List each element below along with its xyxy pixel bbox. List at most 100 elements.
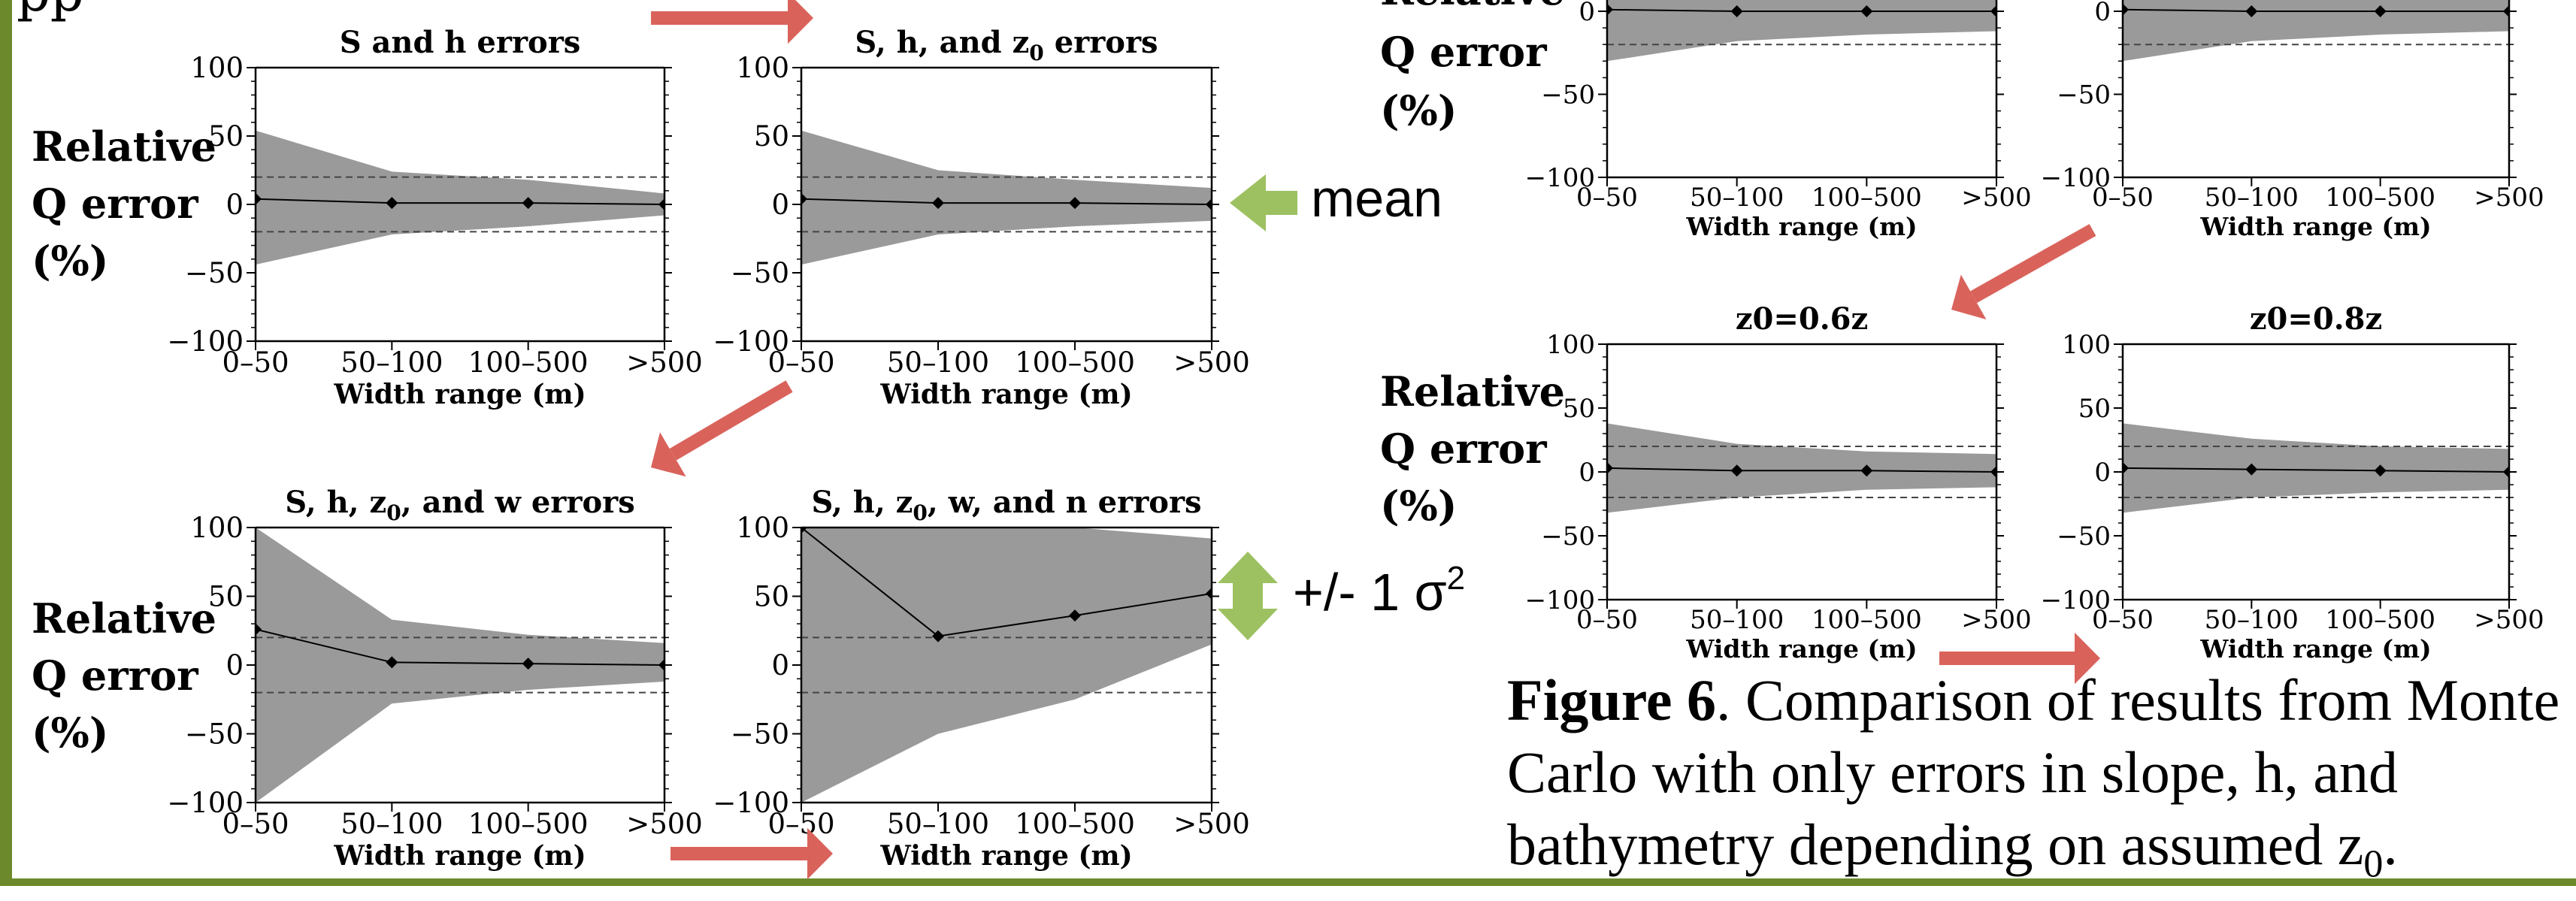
- mean-line-p8: [2123, 467, 2509, 473]
- x-tick-label-p5-2: 100–500: [1812, 183, 1922, 213]
- x-tick-label-p6-1: 50–100: [2205, 183, 2299, 213]
- chart-title-p1: S and h errors: [340, 25, 581, 60]
- y-tick-label-p7-1: 50: [1563, 394, 1595, 424]
- mean-marker-p5-2: [1860, 5, 1873, 17]
- mean-marker-p7-3: [1990, 466, 1996, 478]
- x-axis-label-p6: Width range (m): [2199, 212, 2431, 241]
- mean-marker-p3-0: [256, 623, 262, 636]
- mean-marker-p5-0: [1607, 3, 1613, 16]
- sigma-annotation-label: +/- 1 σ2: [1293, 560, 1465, 621]
- x-tick-label-p1-0: 0–50: [222, 346, 289, 379]
- y-tick-label-p1-3: −50: [185, 257, 244, 289]
- y-tick-label-p4-2: 0: [771, 649, 789, 682]
- y-tick-label-p5-0: 0: [1579, 0, 1595, 27]
- y-tick-label-p3-1: 50: [208, 580, 244, 612]
- x-tick-label-p4-1: 50–100: [887, 808, 989, 840]
- mean-marker-p4-1: [932, 630, 944, 642]
- y-tick-label-p5-1: −50: [1541, 80, 1595, 110]
- red-arrow-diagonal-right-shaft: [1970, 224, 2096, 304]
- x-tick-label-p1-3: >500: [626, 346, 703, 379]
- relative-q-error-label-1-1: Q error: [32, 652, 198, 700]
- red-arrow-top-head: [788, 0, 813, 44]
- mean-marker-p4-0: [801, 528, 807, 534]
- y-tick-label-p2-4: −100: [713, 325, 789, 358]
- x-tick-label-p8-3: >500: [2474, 605, 2544, 635]
- mean-marker-p5-3: [1990, 5, 1996, 17]
- x-tick-label-p8-0: 0–50: [2092, 605, 2154, 635]
- caption-text: . Comparison of results from Monte Carlo…: [1507, 667, 2560, 877]
- y-tick-label-p8-1: 50: [2078, 394, 2111, 424]
- relative-q-error-label-top-q: Q error: [1380, 28, 1547, 76]
- x-axis-label-p5: Width range (m): [1685, 212, 1917, 241]
- mean-marker-p6-0: [2123, 3, 2129, 16]
- y-tick-label-p7-3: −50: [1541, 522, 1595, 552]
- caption-figure-label: Figure 6: [1507, 667, 1717, 733]
- cut-off-heading-text: pp: [17, 0, 84, 23]
- mean-line-p6: [2123, 8, 2509, 12]
- mean-marker-p4-3: [1206, 587, 1212, 600]
- mean-marker-p2-1: [932, 197, 944, 210]
- caption-subscript: 0: [2363, 842, 2384, 886]
- y-tick-label-p3-0: 100: [190, 512, 244, 544]
- mean-marker-p7-0: [1607, 461, 1613, 474]
- mean-marker-p5-1: [1730, 5, 1743, 17]
- uncertainty-band-p3: [256, 528, 664, 803]
- mean-arrow-icon: [1230, 174, 1297, 231]
- red-arrow-diagonal-left-shaft: [669, 380, 793, 461]
- x-tick-label-p2-0: 0–50: [767, 346, 834, 379]
- uncertainty-band-p6: [2123, 0, 2509, 62]
- x-tick-label-p7-2: 100–500: [1812, 605, 1922, 635]
- y-tick-label-p1-0: 100: [190, 52, 244, 84]
- poster-frame-bottom: [0, 878, 2576, 886]
- x-tick-label-p2-3: >500: [1173, 346, 1250, 379]
- y-tick-label-p7-4: −100: [1525, 585, 1595, 615]
- relative-q-error-label-0-0: Relative: [32, 122, 216, 171]
- mean-line-p2: [801, 198, 1212, 205]
- uncertainty-band-p1: [256, 130, 664, 265]
- chart-title-p7: z0=0.6z: [1736, 301, 1868, 337]
- y-tick-label-p1-4: −100: [167, 325, 244, 358]
- mean-line-p4: [801, 528, 1212, 637]
- y-tick-label-p3-4: −100: [167, 787, 244, 819]
- y-tick-label-p1-2: 0: [226, 189, 244, 221]
- x-tick-label-p6-3: >500: [2474, 183, 2544, 213]
- x-tick-label-p4-3: >500: [1173, 808, 1250, 840]
- x-tick-label-p5-3: >500: [1961, 183, 2031, 213]
- mean-marker-p6-3: [2503, 5, 2509, 17]
- chart-title-p2: S, h, and z0 errors: [855, 25, 1158, 65]
- y-tick-label-p4-4: −100: [713, 787, 789, 819]
- x-tick-label-p8-2: 100–500: [2325, 605, 2435, 635]
- y-tick-label-p3-2: 0: [226, 649, 244, 682]
- mean-marker-p1-0: [256, 192, 262, 205]
- relative-q-error-label-2-2: (%): [1380, 482, 1457, 530]
- y-tick-label-p2-2: 0: [771, 189, 789, 221]
- mean-marker-p8-2: [2374, 464, 2387, 477]
- red-arrow-diagonal-left-head: [651, 432, 686, 477]
- y-tick-label-p3-3: −50: [185, 718, 244, 750]
- y-tick-label-p8-3: −50: [2057, 522, 2111, 552]
- x-tick-label-p6-0: 0–50: [2092, 183, 2154, 213]
- relative-q-error-label-1-2: (%): [32, 709, 108, 757]
- mean-line-p5: [1607, 8, 1996, 12]
- y-tick-label-p8-2: 0: [2094, 458, 2111, 488]
- mean-line-p7: [1607, 467, 1996, 473]
- mean-line-p3: [256, 628, 664, 666]
- y-tick-label-p8-0: 100: [2062, 330, 2111, 360]
- x-axis-label-p7: Width range (m): [1685, 634, 1917, 664]
- x-tick-label-p7-0: 0–50: [1576, 605, 1638, 635]
- mean-marker-p4-2: [1069, 609, 1081, 622]
- y-tick-label-p6-1: −50: [2057, 80, 2111, 110]
- x-tick-label-p3-1: 50–100: [341, 808, 443, 840]
- mean-marker-p2-2: [1069, 197, 1081, 210]
- mean-marker-p1-2: [522, 197, 534, 210]
- x-tick-label-p8-1: 50–100: [2205, 605, 2299, 635]
- x-tick-label-p6-2: 100–500: [2325, 183, 2435, 213]
- mean-marker-p8-3: [2503, 466, 2509, 478]
- x-tick-label-p7-1: 50–100: [1690, 605, 1784, 635]
